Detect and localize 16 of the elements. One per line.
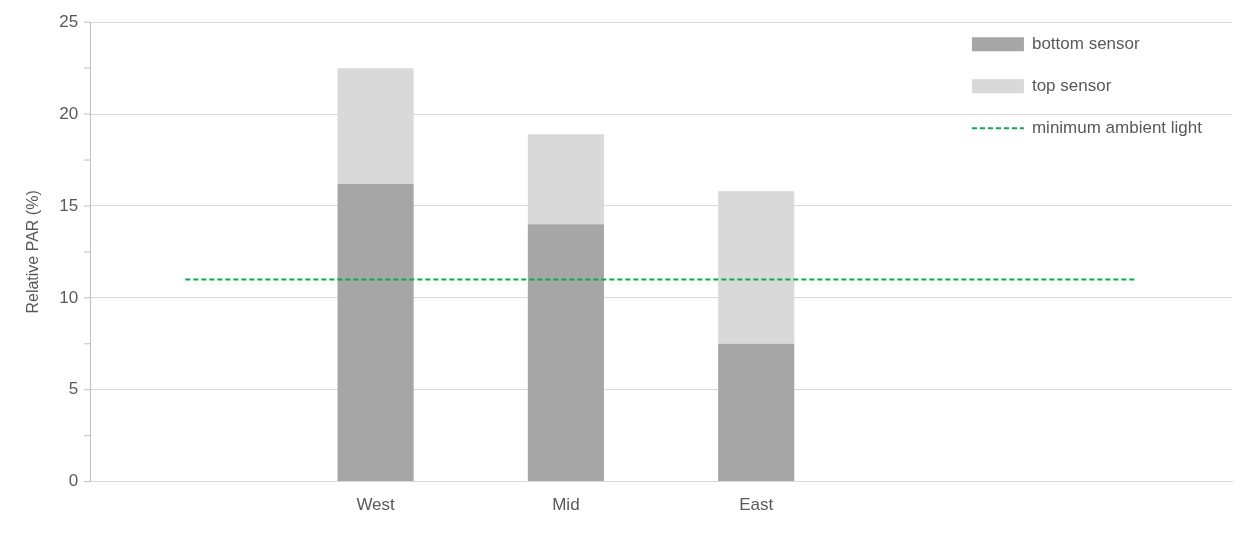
y-tick-label: 0 xyxy=(68,471,79,491)
bar xyxy=(527,224,604,482)
y-tick-label: 20 xyxy=(59,103,79,123)
y-axis-title: Relative PAR (%) xyxy=(24,190,42,314)
bar xyxy=(718,343,795,482)
legend-label: minimum ambient light xyxy=(1031,117,1203,137)
x-tick-label: Mid xyxy=(552,495,580,515)
y-tick-label: 25 xyxy=(59,11,79,31)
legend-label: bottom sensor xyxy=(1031,33,1140,53)
y-tick-label: 5 xyxy=(68,379,79,399)
y-tick-label: 15 xyxy=(59,195,79,215)
bar xyxy=(337,183,414,482)
y-tick-label: 10 xyxy=(59,287,79,307)
legend-label: top sensor xyxy=(1031,75,1112,95)
x-tick-label: West xyxy=(356,495,396,515)
x-tick-label: East xyxy=(739,495,774,515)
